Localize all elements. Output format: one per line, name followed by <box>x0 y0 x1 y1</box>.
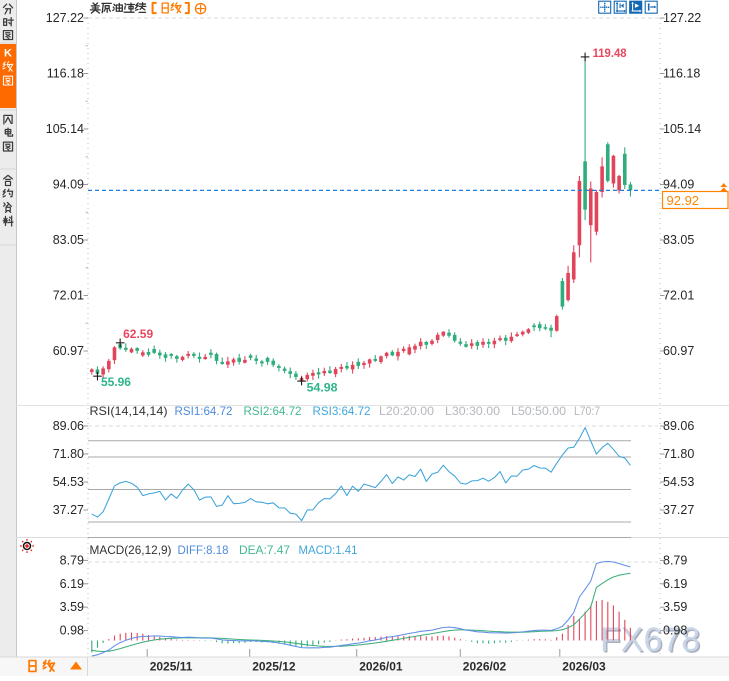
svg-text:54.53: 54.53 <box>663 475 694 489</box>
svg-text:83.05: 83.05 <box>663 233 694 247</box>
svg-text:MACD(26,12,9): MACD(26,12,9) <box>90 543 172 557</box>
svg-text:2026/02: 2026/02 <box>463 660 507 674</box>
svg-text:RSI1:64.72: RSI1:64.72 <box>175 404 233 418</box>
svg-text:94.09: 94.09 <box>53 178 84 192</box>
svg-text:116.18: 116.18 <box>663 67 700 81</box>
svg-text:89.06: 89.06 <box>53 419 84 433</box>
svg-text:MACD:1.41: MACD:1.41 <box>299 543 358 557</box>
svg-text:60.97: 60.97 <box>53 344 84 358</box>
svg-text:8.79: 8.79 <box>60 553 84 567</box>
svg-text:RSI2:64.72: RSI2:64.72 <box>244 404 302 418</box>
svg-text:2026/01: 2026/01 <box>359 660 403 674</box>
svg-text:54.98: 54.98 <box>307 381 338 395</box>
svg-text:71.80: 71.80 <box>53 447 84 461</box>
svg-text:L50:50.00: L50:50.00 <box>511 404 566 418</box>
svg-text:RSI(14,14,14): RSI(14,14,14) <box>90 404 168 418</box>
svg-text:0.98: 0.98 <box>663 624 687 638</box>
svg-text:37.27: 37.27 <box>53 503 84 517</box>
svg-text:8.79: 8.79 <box>663 553 687 567</box>
svg-text:105.14: 105.14 <box>663 122 701 136</box>
svg-text:FX678: FX678 <box>600 621 700 659</box>
svg-text:0.98: 0.98 <box>60 624 84 638</box>
svg-text:6.19: 6.19 <box>60 577 84 591</box>
svg-text:3.59: 3.59 <box>60 600 84 614</box>
svg-text:89.06: 89.06 <box>663 419 694 433</box>
svg-text:119.48: 119.48 <box>593 46 627 60</box>
svg-text:54.53: 54.53 <box>53 475 84 489</box>
svg-text:83.05: 83.05 <box>53 233 84 247</box>
svg-text:71.80: 71.80 <box>663 447 694 461</box>
svg-text:6.19: 6.19 <box>663 577 687 591</box>
svg-text:62.59: 62.59 <box>123 327 153 341</box>
svg-text:94.09: 94.09 <box>663 178 694 192</box>
svg-text:92.92: 92.92 <box>667 193 700 208</box>
svg-text:RSI3:64.72: RSI3:64.72 <box>313 404 371 418</box>
svg-text:116.18: 116.18 <box>47 67 84 81</box>
svg-text:2025/11: 2025/11 <box>150 660 193 674</box>
svg-text:3.59: 3.59 <box>663 600 687 614</box>
svg-text:L70:7: L70:7 <box>574 404 600 418</box>
svg-text:72.01: 72.01 <box>663 289 694 303</box>
svg-text:127.22: 127.22 <box>663 11 701 25</box>
svg-text:37.27: 37.27 <box>663 503 694 517</box>
svg-text:DEA:7.47: DEA:7.47 <box>239 543 290 557</box>
svg-text:105.14: 105.14 <box>46 122 84 136</box>
svg-text:60.97: 60.97 <box>663 344 694 358</box>
svg-text:2025/12: 2025/12 <box>252 660 296 674</box>
svg-text:K: K <box>4 48 12 60</box>
svg-text:L30:30.00: L30:30.00 <box>445 404 500 418</box>
svg-text:FX678: FX678 <box>602 623 702 661</box>
svg-text:2026/03: 2026/03 <box>562 660 606 674</box>
svg-text:127.22: 127.22 <box>46 11 84 25</box>
svg-text:72.01: 72.01 <box>53 289 84 303</box>
svg-text:L20:20.00: L20:20.00 <box>379 404 434 418</box>
svg-text:55.96: 55.96 <box>101 375 131 389</box>
svg-text:DIFF:8.18: DIFF:8.18 <box>178 543 229 557</box>
